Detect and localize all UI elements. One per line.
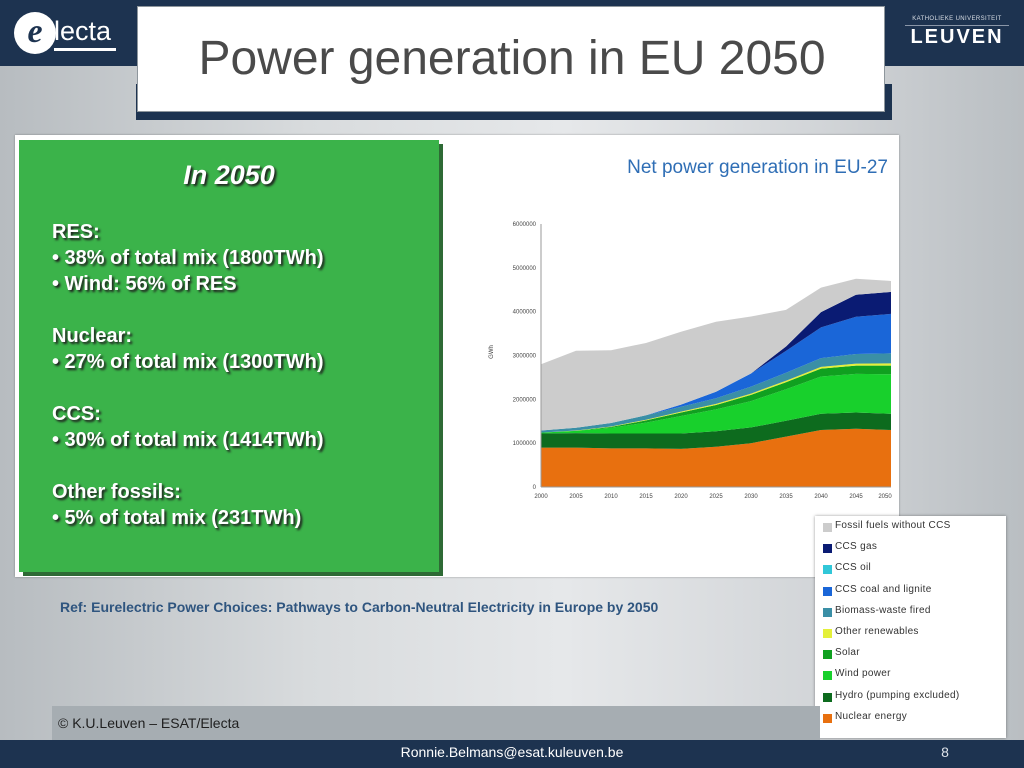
leuven-logo-rule xyxy=(905,25,1009,26)
y-tick-labels: 0 1000000 2000000 3000000 4000000 5000000 6000… xyxy=(513,222,537,491)
legend-swatch xyxy=(823,713,832,723)
chart-legend: Fossil fuels without CCS CCS gas CCS oil CC… xyxy=(815,516,1006,738)
legend-label: Hydro (pumping excluded) xyxy=(835,689,960,701)
x-tick-label: 2025 xyxy=(709,494,723,500)
x-tick-label: 2010 xyxy=(604,494,618,500)
leuven-logo: KATHOLIEKE UNIVERSITEIT LEUVEN xyxy=(905,16,1009,50)
electa-logo-mark: e xyxy=(14,12,56,54)
legend-label: Biomass-waste fired xyxy=(835,604,931,616)
y-axis-label: GWh xyxy=(489,345,495,359)
nuclear-title: Nuclear: xyxy=(52,325,133,347)
area-series-wind-power xyxy=(541,373,891,434)
legend-label: CCS coal and lignite xyxy=(835,583,932,595)
y-tick-label: 0 xyxy=(533,485,537,491)
nuclear-block: Nuclear: • 27% of total mix (1300TWh) xyxy=(52,323,432,375)
x-tick-label: 2005 xyxy=(569,494,583,500)
chart-areas xyxy=(541,278,891,487)
area-series-biomass-waste-fired xyxy=(541,353,891,433)
legend-item: Other renewables xyxy=(823,626,1005,640)
area-series-ccs-gas xyxy=(541,291,891,431)
legend-swatch xyxy=(823,544,832,554)
legend-swatch xyxy=(823,671,832,681)
legend-swatch xyxy=(823,650,832,660)
contact-email: Ronnie.Belmans@esat.kuleuven.be xyxy=(400,744,624,760)
legend-swatch xyxy=(823,565,832,575)
legend-item: Nuclear energy xyxy=(823,711,1005,725)
area-series-ccs-coal-and-lignite xyxy=(541,313,891,431)
legend-label: Solar xyxy=(835,647,860,659)
x-tick-labels: 2000 2005 2010 2015 2020 2025 2030 2035 2040 2045… xyxy=(534,494,892,500)
electa-logo-underline xyxy=(54,48,116,51)
x-tick-label: 2015 xyxy=(639,494,653,500)
res-line-1: • 38% of total mix (1800TWh) xyxy=(52,247,324,269)
ccs-block: CCS: • 30% of total mix (1414TWh) xyxy=(52,401,432,453)
x-tick-label: 2045 xyxy=(849,494,863,500)
nuclear-line-1: • 27% of total mix (1300TWh) xyxy=(52,351,324,373)
electa-logo-text: lecta xyxy=(54,16,112,46)
legend-item: Solar xyxy=(823,647,1005,661)
legend-item: Biomass-waste fired xyxy=(823,605,1005,619)
legend-label: CCS oil xyxy=(835,562,871,574)
summary-panel: In 2050 RES: • 38% of total mix (1800TWh… xyxy=(19,140,439,572)
legend-label: Nuclear energy xyxy=(835,710,908,722)
page-title: Power generation in EU 2050 xyxy=(198,32,826,85)
x-tick-label: 2035 xyxy=(779,494,793,500)
y-tick-label: 2000000 xyxy=(513,397,537,403)
legend-swatch xyxy=(823,607,832,617)
fossil-block: Other fossils: • 5% of total mix (231TWh… xyxy=(52,479,432,531)
legend-item: Wind power xyxy=(823,668,1005,682)
fossil-title: Other fossils: xyxy=(52,481,181,503)
res-line-2: • Wind: 56% of RES xyxy=(52,273,237,295)
generation-chart: Net power generation in EU-27 0 1000000 20… xyxy=(489,157,892,500)
legend-item: Hydro (pumping excluded) xyxy=(823,690,1005,704)
electa-logo: e lecta xyxy=(14,10,118,58)
legend-swatch xyxy=(823,586,832,596)
legend-swatch xyxy=(823,692,832,702)
copyright-text: © K.U.Leuven – ESAT/Electa xyxy=(58,715,240,731)
ccs-title: CCS: xyxy=(52,403,101,425)
x-tick-label: 2020 xyxy=(674,494,688,500)
title-box: Power generation in EU 2050 xyxy=(137,6,885,112)
bottom-bar: Ronnie.Belmans@esat.kuleuven.be 8 xyxy=(0,740,1024,768)
legend-swatch xyxy=(823,523,832,532)
y-tick-label: 5000000 xyxy=(513,266,537,272)
legend-item: CCS oil xyxy=(823,562,1005,576)
legend-label: Wind power xyxy=(835,668,891,680)
x-tick-label: 2050 xyxy=(878,494,892,500)
legend-item: CCS gas xyxy=(823,541,1005,555)
page-number: 8 xyxy=(941,744,949,760)
y-tick-label: 1000000 xyxy=(513,441,537,447)
area-series-solar xyxy=(541,365,891,433)
legend-item: Fossil fuels without CCS xyxy=(823,520,1005,534)
leuven-logo-name: LEUVEN xyxy=(910,26,1004,48)
y-tick-label: 6000000 xyxy=(513,222,537,228)
res-block: RES: • 38% of total mix (1800TWh) • Wind… xyxy=(52,219,432,297)
legend-swatch xyxy=(823,629,832,638)
reference-note: Ref: Eurelectric Power Choices: Pathways… xyxy=(60,599,659,615)
fossil-line-1: • 5% of total mix (231TWh) xyxy=(52,507,302,529)
leuven-logo-small-text: KATHOLIEKE UNIVERSITEIT xyxy=(912,16,1002,22)
area-series-fossil-fuels-without-ccs xyxy=(541,278,891,431)
res-title: RES: xyxy=(52,221,100,243)
legend-label: Other renewables xyxy=(835,626,919,637)
legend-label: CCS gas xyxy=(835,541,878,553)
x-tick-label: 2040 xyxy=(814,494,828,500)
footer-band xyxy=(52,706,820,740)
ccs-line-1: • 30% of total mix (1414TWh) xyxy=(52,429,324,451)
chart-title: Net power generation in EU-27 xyxy=(627,157,888,178)
legend-label: Fossil fuels without CCS xyxy=(835,520,951,531)
x-tick-label: 2030 xyxy=(744,494,758,500)
x-tick-label: 2000 xyxy=(534,494,548,500)
y-tick-label: 4000000 xyxy=(513,310,537,316)
summary-heading: In 2050 xyxy=(183,160,275,190)
y-tick-label: 3000000 xyxy=(513,354,537,360)
legend-item: CCS coal and lignite xyxy=(823,584,1005,598)
area-series-hydro-pumping-excluded xyxy=(541,412,891,449)
area-series-nuclear-energy xyxy=(541,428,891,487)
